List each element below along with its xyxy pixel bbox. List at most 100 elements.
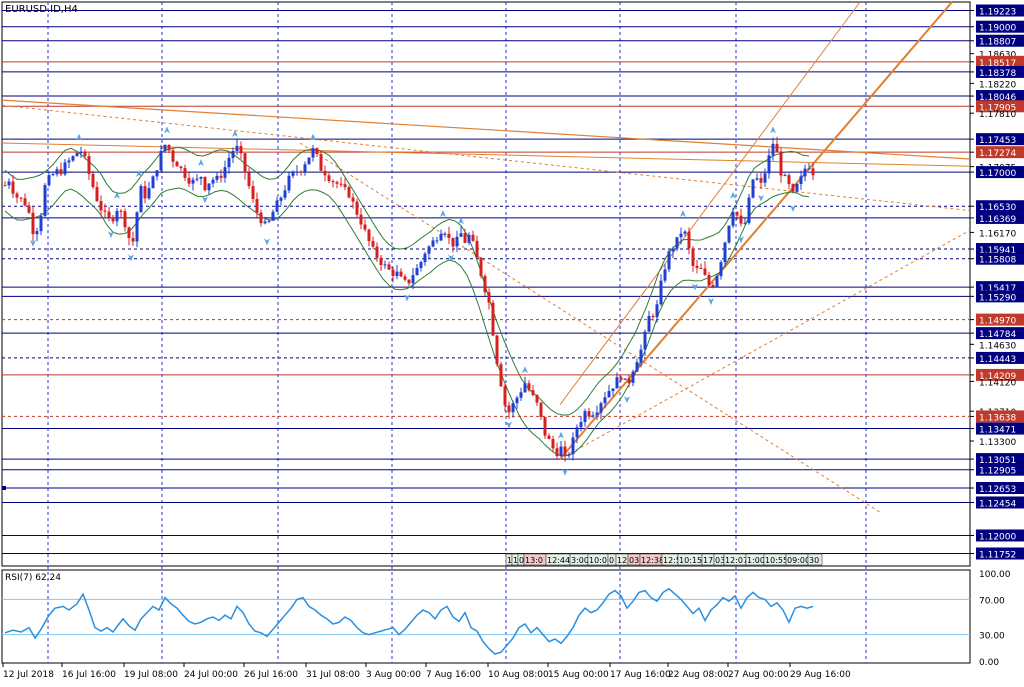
candle-body xyxy=(379,257,383,265)
price-level-label: 1.18378 xyxy=(979,69,1016,79)
candle-body xyxy=(219,175,223,178)
price-level-label: 1.15417 xyxy=(979,284,1016,294)
candle-body xyxy=(635,362,639,372)
candle-body xyxy=(607,391,611,398)
candle-body xyxy=(319,154,323,171)
timestamp-label: 30 xyxy=(809,556,819,565)
candle-body xyxy=(39,215,43,232)
fractal-down-arrow-icon xyxy=(506,421,512,429)
candle-body xyxy=(91,173,95,188)
price-level-label: 1.14209 xyxy=(979,372,1016,382)
fractal-up-arrow-icon xyxy=(76,133,82,141)
price-level-label: 1.14443 xyxy=(979,355,1016,365)
price-level-label: 1.13051 xyxy=(979,456,1016,466)
candle-body xyxy=(255,198,259,213)
trend-line[interactable] xyxy=(559,1,861,405)
candle-body xyxy=(675,237,679,249)
candle-body xyxy=(639,349,643,363)
candle-body xyxy=(147,188,151,199)
candle-body xyxy=(475,240,479,258)
candle-body xyxy=(119,210,123,212)
candle-body xyxy=(615,377,619,389)
price-level-badge xyxy=(976,243,1024,256)
candle-body xyxy=(375,246,379,258)
price-level-label: 1.15290 xyxy=(979,293,1016,303)
fractal-down-arrow-icon xyxy=(30,239,36,247)
candle-body xyxy=(471,234,475,241)
candle-body xyxy=(247,172,251,187)
candle-body xyxy=(271,211,275,221)
candle-body xyxy=(611,388,615,392)
candle-body xyxy=(339,183,343,185)
timestamp-label: 12 xyxy=(617,556,627,565)
trend-line[interactable] xyxy=(1,142,971,167)
candle-body xyxy=(523,383,527,393)
bollinger-lower xyxy=(4,187,810,457)
price-level-label: 1.18807 xyxy=(979,38,1016,48)
candle-body xyxy=(563,446,567,456)
candle-body xyxy=(659,280,663,305)
timestamp-label: 03 xyxy=(715,556,725,565)
trend-line[interactable] xyxy=(299,142,881,513)
candle-body xyxy=(587,411,591,417)
timestamp-label: 1 xyxy=(507,556,512,565)
fractal-up-arrow-icon xyxy=(522,366,528,374)
candle-body xyxy=(515,397,519,404)
fractal-up-arrow-icon xyxy=(730,191,736,199)
price-axis-label: 1.13300 xyxy=(979,438,1016,448)
price-level-badge xyxy=(976,20,1024,33)
price-level-badge xyxy=(976,351,1024,364)
candle-body xyxy=(503,386,507,406)
price-level-badge xyxy=(976,482,1024,495)
candle-body xyxy=(419,262,423,268)
candle-body xyxy=(363,224,367,230)
candle-body xyxy=(531,390,535,395)
candle-body xyxy=(735,211,739,216)
price-level-badge xyxy=(976,252,1024,265)
candle-body xyxy=(123,211,127,228)
candle-body xyxy=(439,234,443,241)
candle-body xyxy=(527,383,531,391)
candle-body xyxy=(723,242,727,263)
price-level-badge xyxy=(976,529,1024,542)
trend-line[interactable] xyxy=(1,104,971,212)
trend-line[interactable] xyxy=(559,1,953,460)
candle-body xyxy=(751,179,755,198)
candle-body xyxy=(207,183,211,191)
fractal-up-arrow-icon xyxy=(310,133,316,141)
candle-body xyxy=(447,233,451,238)
candle-body xyxy=(239,145,243,154)
trend-line[interactable] xyxy=(1,99,971,160)
candle-body xyxy=(323,170,327,176)
candle-body xyxy=(543,416,547,436)
candle-body xyxy=(795,183,799,192)
timestamp-label: 10:15 xyxy=(679,556,702,565)
candle-body xyxy=(63,162,67,175)
candle-body xyxy=(295,171,299,173)
rsi-axis-label: 70.00 xyxy=(979,596,1005,606)
candle-body xyxy=(55,169,59,175)
price-level-badge xyxy=(976,422,1024,435)
candle-body xyxy=(783,175,787,177)
candle-body xyxy=(631,371,635,383)
candle-body xyxy=(31,212,35,235)
candle-body xyxy=(539,402,543,417)
fractal-up-arrow-icon xyxy=(136,169,142,177)
candle-body xyxy=(715,276,719,287)
fractal-up-arrow-icon xyxy=(558,431,564,439)
price-level-label: 1.14970 xyxy=(979,317,1016,327)
candle-body xyxy=(435,240,439,242)
candle-body xyxy=(691,248,695,267)
price-level-label: 1.17453 xyxy=(979,136,1016,146)
candle-body xyxy=(11,181,15,194)
candle-body xyxy=(171,150,175,162)
trend-line[interactable] xyxy=(559,229,971,460)
timestamp-label: 1:00 xyxy=(747,556,765,565)
price-level-label: 1.16369 xyxy=(979,215,1016,225)
candle-body xyxy=(211,179,215,184)
candle-body xyxy=(191,179,195,184)
fractal-up-arrow-icon xyxy=(232,130,238,138)
candle-body xyxy=(7,181,11,186)
fractal-down-arrow-icon xyxy=(692,283,698,291)
